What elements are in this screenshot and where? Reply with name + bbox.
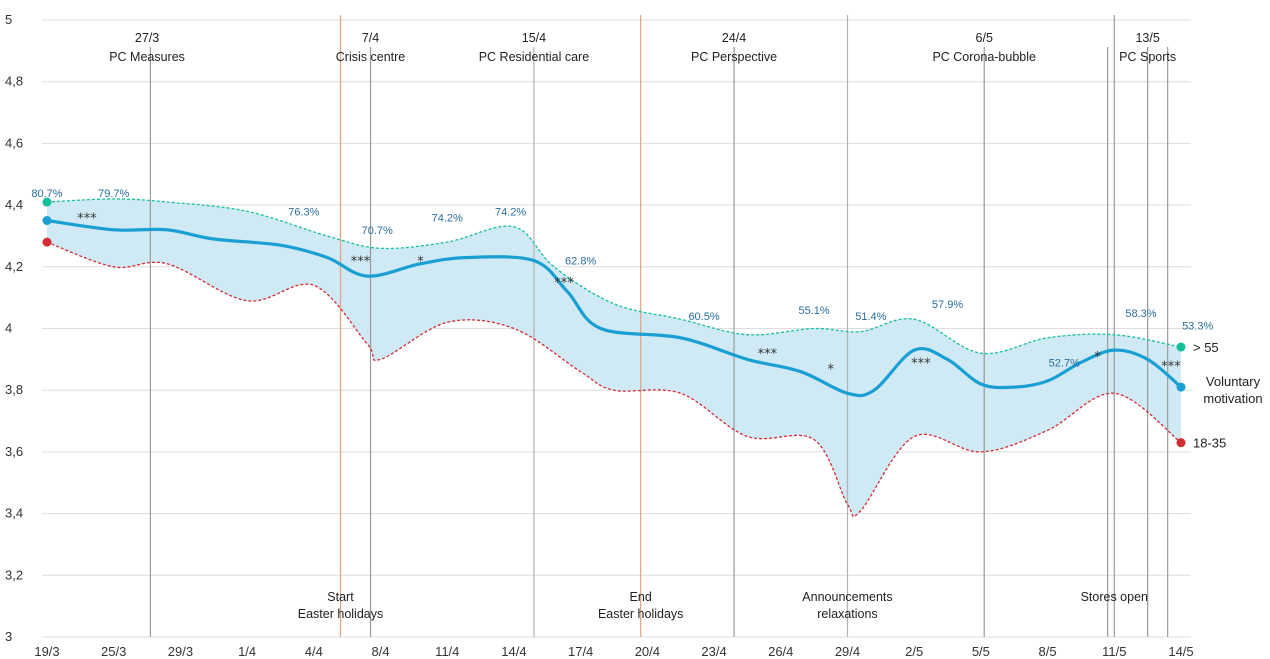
y-tick-label: 4,8 — [5, 74, 23, 89]
data-point — [42, 237, 52, 247]
event-name-label: PC Sports — [1119, 50, 1176, 64]
event-date-label: 27/3 — [135, 31, 159, 45]
series-end-label: motivation — [1203, 391, 1262, 406]
confidence-band — [47, 198, 1181, 517]
significance-label: * — [1094, 350, 1101, 365]
x-tick-label: 26/4 — [768, 644, 793, 659]
significance-label: *** — [77, 211, 97, 226]
top-event-labels: 27/3 PC Measures 7/4 Crisis centre 15/4 PC Re… — [109, 31, 1176, 64]
y-tick-label: 3,2 — [5, 567, 23, 582]
x-tick-label: 14/5 — [1168, 644, 1193, 659]
bottom-event-labels: Start Easter holidays End Easter holidays An… — [298, 590, 1148, 621]
y-tick-label: 3,8 — [5, 382, 23, 397]
x-tick-label: 11/5 — [1102, 644, 1126, 659]
y-tick-label: 4,2 — [5, 259, 23, 274]
event-date-label: 15/4 — [522, 31, 546, 45]
series-end-label: 18-35 — [1193, 436, 1226, 451]
event-date-label: 6/5 — [976, 31, 993, 45]
significance-label: *** — [554, 276, 574, 291]
y-tick-label: 3 — [5, 629, 12, 644]
percentage-label: 53.3% — [1182, 320, 1213, 332]
significance-label: *** — [911, 356, 931, 371]
x-tick-label: 1/4 — [238, 644, 256, 659]
event-lines — [149, 15, 1169, 637]
event-label: Easter holidays — [298, 607, 383, 621]
event-label: Start — [327, 590, 354, 604]
percentage-label: 80.7% — [31, 188, 62, 200]
percentage-label: 74.2% — [432, 212, 463, 224]
significance-label: *** — [351, 255, 371, 270]
event-label: End — [630, 590, 652, 604]
percentage-label: 70.7% — [362, 225, 393, 237]
percentage-label: 51.4% — [855, 311, 886, 323]
x-tick-label: 29/3 — [168, 644, 193, 659]
event-label: Stores open — [1081, 590, 1148, 604]
y-tick-label: 4 — [5, 321, 12, 336]
x-tick-label: 20/4 — [635, 644, 660, 659]
percentage-label: 62.8% — [565, 256, 596, 268]
percentage-label: 55.1% — [799, 305, 830, 317]
x-tick-label: 2/5 — [905, 644, 923, 659]
significance-label: *** — [1161, 359, 1181, 374]
y-tick-label: 4,4 — [5, 197, 23, 212]
event-label: Announcements — [802, 590, 892, 604]
significance-label: *** — [758, 347, 778, 362]
significance-label: * — [828, 363, 835, 378]
percentage-label: 60.5% — [688, 311, 719, 323]
x-tick-label: 19/3 — [34, 644, 59, 659]
x-axis: 19/3 25/3 29/3 1/4 4/4 8/4 11/4 14/4 17/4 20/4 23/… — [34, 644, 1193, 659]
x-tick-label: 29/4 — [835, 644, 860, 659]
event-date-label: 7/4 — [362, 31, 379, 45]
significance-labels: ****** ******** *** **** — [77, 211, 1181, 377]
significance-label: * — [417, 255, 424, 270]
y-tick-label: 4,6 — [5, 135, 23, 150]
event-date-label: 13/5 — [1135, 31, 1159, 45]
series-end-label: > 55 — [1193, 340, 1219, 355]
event-label: relaxations — [817, 607, 877, 621]
y-tick-label: 3,6 — [5, 444, 23, 459]
percentage-label: 58.3% — [1125, 308, 1156, 320]
x-tick-label: 14/4 — [501, 644, 526, 659]
event-label: Easter holidays — [598, 607, 683, 621]
percentage-label: 57.9% — [932, 299, 963, 311]
x-tick-label: 11/4 — [435, 644, 459, 659]
series-end-label: Voluntary — [1206, 374, 1261, 389]
percentage-labels: 80.7% 79.7% 76.3% 70.7% 74.2% 74.2% 62.8% 60.5%… — [31, 188, 1213, 370]
data-point — [1176, 382, 1186, 392]
x-tick-label: 8/5 — [1039, 644, 1057, 659]
event-name-label: Crisis centre — [336, 50, 406, 64]
x-tick-label: 17/4 — [568, 644, 593, 659]
series-line-over-55 — [46, 198, 1182, 355]
x-tick-label: 4/4 — [305, 644, 323, 659]
series-line-voluntary-motivation — [45, 218, 1183, 398]
percentage-label: 52.7% — [1049, 357, 1080, 369]
data-point — [1176, 438, 1186, 448]
data-point — [42, 197, 52, 207]
x-tick-label: 23/4 — [701, 644, 726, 659]
percentage-label: 76.3% — [288, 206, 319, 218]
event-name-label: PC Perspective — [691, 50, 777, 64]
end-labels: > 55 Voluntary motivation 18-35 — [1193, 340, 1263, 451]
y-tick-label: 5 — [5, 12, 12, 27]
series-line-18-35 — [46, 241, 1182, 518]
x-tick-label: 5/5 — [972, 644, 990, 659]
event-name-label: PC Residential care — [479, 50, 590, 64]
x-tick-label: 8/4 — [371, 644, 389, 659]
data-point — [1176, 342, 1186, 352]
percentage-label: 79.7% — [98, 188, 129, 200]
event-name-label: PC Measures — [109, 50, 185, 64]
event-name-label: PC Corona-bubble — [932, 50, 1036, 64]
x-tick-label: 25/3 — [101, 644, 126, 659]
data-point — [42, 216, 52, 226]
percentage-label: 74.2% — [495, 206, 526, 218]
y-tick-label: 3,4 — [5, 506, 23, 521]
event-date-label: 24/4 — [722, 31, 746, 45]
